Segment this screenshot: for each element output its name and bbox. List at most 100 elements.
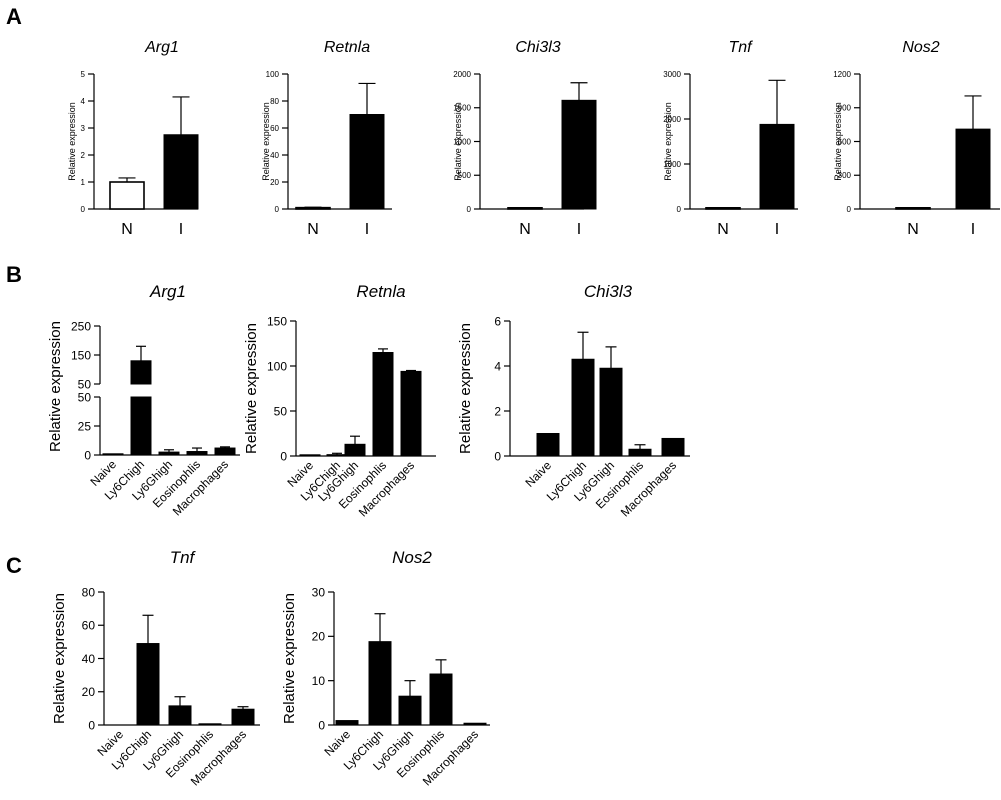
- y-axis-label: Relative expression: [51, 593, 68, 724]
- category-label: I: [577, 221, 581, 238]
- category-label: I: [971, 221, 975, 238]
- y-tick-label: 2: [494, 404, 501, 418]
- bar: [335, 720, 359, 726]
- y-tick-label: 100: [266, 70, 280, 79]
- y-tick-label: 50: [78, 377, 92, 391]
- panel-label-b: B: [6, 262, 22, 287]
- y-tick-label: 20: [82, 685, 96, 699]
- y-axis-label: Relative expression: [457, 323, 474, 454]
- bar: [599, 367, 623, 457]
- category-label: Naive: [523, 458, 555, 490]
- y-tick-label: 1: [81, 178, 86, 187]
- y-tick-label: 25: [78, 419, 92, 433]
- bar: [895, 207, 931, 210]
- y-tick-label: 0: [81, 205, 86, 214]
- chart-title: Retnla: [356, 282, 405, 301]
- y-tick-label: 0: [88, 718, 95, 732]
- y-tick-label: 2: [81, 151, 86, 160]
- y-tick-label: 2000: [663, 115, 681, 124]
- bar: [344, 443, 366, 457]
- chart-title: Chi3l3: [584, 282, 633, 301]
- y-tick-label: 100: [267, 359, 287, 373]
- y-tick-label: 150: [267, 314, 287, 328]
- y-tick-label: 0: [280, 449, 287, 463]
- panel-label-c: C: [6, 553, 22, 578]
- y-tick-label: 2000: [453, 70, 471, 79]
- charts-layer: Arg1 Relative expression 0 1 2 3 4 5 N I Retnla Rel…: [47, 39, 1000, 789]
- y-tick-label: 250: [71, 319, 91, 333]
- y-tick-label: 0: [847, 205, 852, 214]
- bar: [400, 370, 422, 457]
- y-tick-label: 40: [82, 652, 96, 666]
- y-tick-label: 80: [82, 585, 96, 599]
- bar: [158, 451, 180, 456]
- chart-title: Arg1: [149, 282, 186, 301]
- category-label: N: [907, 221, 919, 238]
- chart-title: Chi3l3: [515, 39, 560, 56]
- chart-a-nos2: Nos2 Relative expression 0 300 600 900 1200 N I: [833, 39, 1000, 238]
- bar: [661, 437, 685, 457]
- y-tick-label: 3: [81, 124, 86, 133]
- chart-a-chi3l3: Chi3l3 Relative expression 0 500 1000 1500 200…: [453, 39, 597, 238]
- y-tick-label: 6: [494, 314, 501, 328]
- y-tick-label: 40: [270, 151, 279, 160]
- y-tick-label: 150: [71, 348, 91, 362]
- y-tick-label: 4: [81, 97, 86, 106]
- chart-a-retnla: Retnla Relative expression 0 20 40 60 80 100 N I: [261, 39, 392, 238]
- category-label: I: [365, 221, 369, 238]
- y-tick-label: 50: [78, 390, 92, 404]
- y-tick-label: 1200: [833, 70, 851, 79]
- y-axis-label: Relative expression: [453, 102, 463, 181]
- bar: [349, 114, 385, 210]
- bar: [186, 451, 208, 456]
- chart-a-arg1: Arg1 Relative expression 0 1 2 3 4 5 N I: [67, 39, 199, 238]
- bar: [463, 722, 487, 726]
- y-tick-label: 80: [270, 97, 279, 106]
- y-tick-label: 30: [312, 585, 326, 599]
- bar: [326, 454, 348, 457]
- y-tick-label: 60: [270, 124, 279, 133]
- chart-a-tnf: Tnf Relative expression 0 1000 2000 3000 N I: [663, 39, 798, 238]
- y-tick-label: 1000: [453, 137, 471, 146]
- category-label: N: [519, 221, 531, 238]
- y-axis-label: Relative expression: [261, 102, 271, 181]
- y-axis-label: Relative expression: [663, 102, 673, 181]
- y-tick-label: 10: [312, 674, 326, 688]
- y-tick-label: 0: [84, 448, 91, 462]
- y-tick-label: 0: [467, 205, 472, 214]
- y-tick-label: 300: [838, 171, 852, 180]
- y-tick-label: 1500: [453, 104, 471, 113]
- y-tick-label: 20: [270, 178, 279, 187]
- y-tick-label: 4: [494, 359, 501, 373]
- chart-title: Tnf: [728, 39, 753, 56]
- bar: [398, 695, 422, 726]
- y-tick-label: 0: [677, 205, 682, 214]
- y-tick-label: 50: [274, 404, 288, 418]
- category-label: N: [121, 221, 133, 238]
- category-label: N: [717, 221, 729, 238]
- bar: [368, 641, 392, 726]
- bar: [955, 128, 991, 210]
- y-axis-label: Relative expression: [833, 102, 843, 181]
- y-tick-label: 5: [81, 70, 86, 79]
- y-tick-label: 0: [494, 449, 501, 463]
- bar: [429, 673, 453, 726]
- y-tick-label: 600: [838, 137, 852, 146]
- chart-title: Nos2: [392, 548, 432, 567]
- y-tick-label: 900: [838, 104, 852, 113]
- bar: [571, 358, 595, 457]
- y-tick-label: 3000: [663, 70, 681, 79]
- chart-title: Tnf: [170, 548, 197, 567]
- bar: [299, 454, 321, 457]
- bar: [102, 453, 124, 456]
- bar: [295, 206, 331, 210]
- bar: [163, 134, 199, 210]
- y-tick-label: 500: [458, 171, 472, 180]
- bar: [136, 643, 160, 726]
- bar: [628, 448, 652, 457]
